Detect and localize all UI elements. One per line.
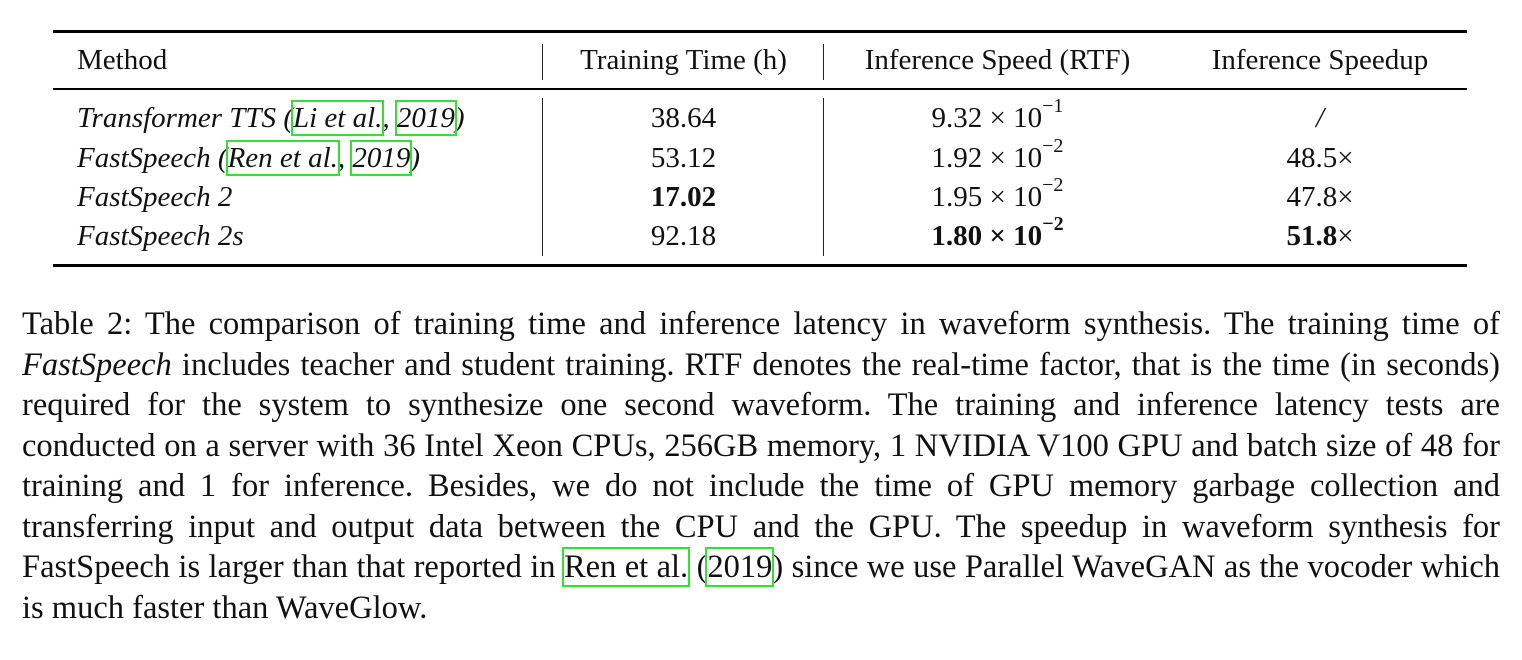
training-time-cell: 38.64 <box>650 102 717 134</box>
citation-link-author[interactable]: Ren et al. <box>225 140 340 176</box>
rtf-cell: 1.92 × 10−2 <box>835 135 1160 178</box>
rtf-cell: 1.80 × 10−2 <box>835 213 1160 256</box>
rtf-exponent: −1 <box>1042 95 1064 118</box>
rtf-mantissa: 9.32 × 10 <box>931 102 1043 134</box>
table-caption: Table 2: The comparison of training time… <box>22 304 1500 628</box>
table-top-rule <box>53 30 1467 33</box>
caption-text: since we use Parallel WaveGAN as the voc… <box>22 549 1500 626</box>
caption-emphasis: FastSpeech <box>22 346 172 383</box>
cite-paren: ) <box>454 102 465 134</box>
speedup-value: 51.8 <box>1286 220 1338 252</box>
cite-paren: ) <box>772 549 784 585</box>
speedup-suffix: × <box>1337 220 1354 252</box>
caption-text: Table 2: The comparison of training time… <box>22 306 1500 342</box>
training-time-cell: 53.12 <box>650 142 717 174</box>
caption-text: includes teacher and student training. R… <box>22 346 1500 586</box>
column-separator <box>542 98 543 256</box>
header-method: Method <box>77 44 168 76</box>
rtf-cell: 1.95 × 10−2 <box>835 174 1160 217</box>
method-cell: Transformer TTS (Li et al., 2019) <box>77 98 465 138</box>
method-cell: FastSpeech 2 <box>77 181 233 213</box>
header-inference-speedup: Inference Speedup <box>1211 44 1429 76</box>
rtf-cell: 9.32 × 10−1 <box>835 95 1160 138</box>
method-cell: FastSpeech (Ren et al., 2019) <box>77 138 420 178</box>
citation-link-year[interactable]: 2019 <box>350 140 413 176</box>
method-cell: FastSpeech 2s <box>77 220 244 252</box>
column-separator <box>823 98 824 256</box>
cite-paren: ( <box>276 102 293 134</box>
speedup-cell: / <box>1315 102 1325 134</box>
training-time-cell: 92.18 <box>650 220 717 252</box>
header-inference-speed: Inference Speed (RTF) <box>864 44 1131 76</box>
rtf-exponent: −2 <box>1042 213 1064 236</box>
speedup-cell: 51.8× <box>1175 216 1465 256</box>
column-separator <box>542 44 543 80</box>
cite-paren: ) <box>410 142 421 174</box>
rtf-exponent: −2 <box>1042 174 1064 197</box>
citation-link-author[interactable]: Ren et al. <box>561 547 691 587</box>
table-bottom-rule <box>53 264 1467 267</box>
table-header-rule <box>53 88 1467 90</box>
citation-link-author[interactable]: Li et al. <box>290 100 385 136</box>
speedup-cell: 48.5× <box>1286 142 1354 174</box>
citation-link-year[interactable]: 2019 <box>394 100 457 136</box>
citation-link-year[interactable]: 2019 <box>705 547 775 587</box>
header-training-time: Training Time (h) <box>580 44 787 76</box>
column-separator <box>823 44 824 80</box>
training-time-cell: 17.02 <box>650 181 717 213</box>
rtf-mantissa: 1.80 × 10 <box>931 220 1043 252</box>
method-name: Transformer TTS <box>77 102 277 134</box>
method-name: FastSpeech <box>77 142 211 174</box>
rtf-mantissa: 1.95 × 10 <box>931 181 1043 213</box>
cite-paren: ( <box>210 142 228 174</box>
cite-separator: , <box>337 142 353 174</box>
speedup-cell: 47.8× <box>1286 181 1354 213</box>
cite-paren: ( <box>688 549 708 585</box>
cite-separator: , <box>382 102 397 134</box>
rtf-mantissa: 1.92 × 10 <box>931 142 1043 174</box>
rtf-exponent: −2 <box>1042 135 1064 158</box>
